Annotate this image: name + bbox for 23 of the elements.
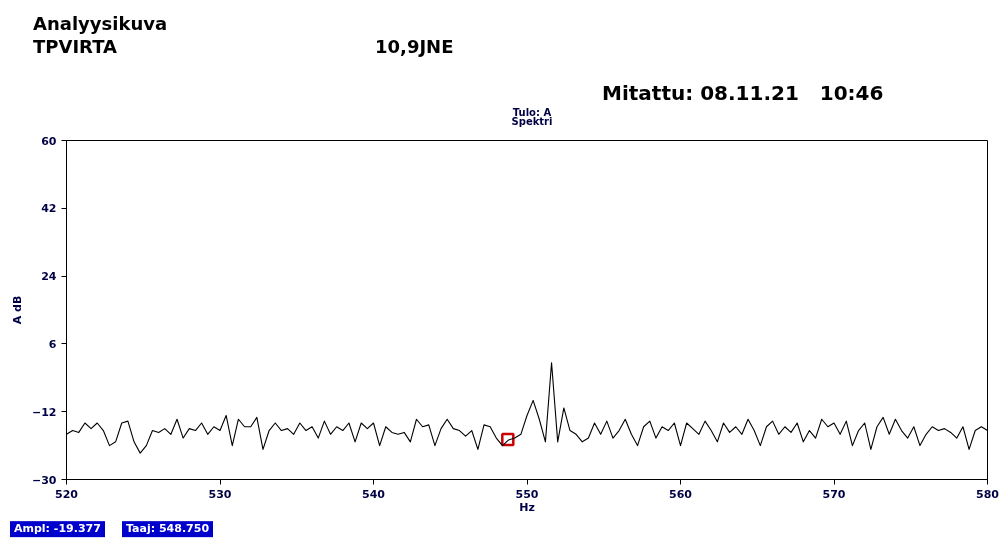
x-tick-label: 580 [976,487,1000,501]
x-tick-label: 550 [515,487,539,501]
text: Spektri [511,115,553,129]
text: Tulo: A [512,105,552,118]
x-axis-title: Hz [519,500,535,514]
y-tick-label: 42 [41,202,57,216]
y-tick-label: −30 [31,473,57,487]
y-axis-title: A dB [10,295,24,325]
x-tick-label: 540 [362,487,386,501]
chart-title: Analyysikuva [33,12,168,37]
text: Mitattu: 08.11.21 10:46 [602,79,884,107]
y-tick-label: 6 [48,337,57,351]
text: 10,9JNE [375,35,454,60]
x-tick-label: 570 [822,487,846,501]
x-tick-label: 530 [208,487,232,501]
x-tick-label: 520 [55,487,79,501]
x-tick-label: 560 [669,487,693,501]
y-tick-label: 24 [41,270,57,284]
text: TPVIRTA [33,35,117,60]
y-tick-label: 60 [41,134,57,148]
y-tick-label: −12 [31,405,57,419]
text: Taaj: 548.750 [122,521,214,537]
text: Ampl: -19.377 [10,521,105,537]
